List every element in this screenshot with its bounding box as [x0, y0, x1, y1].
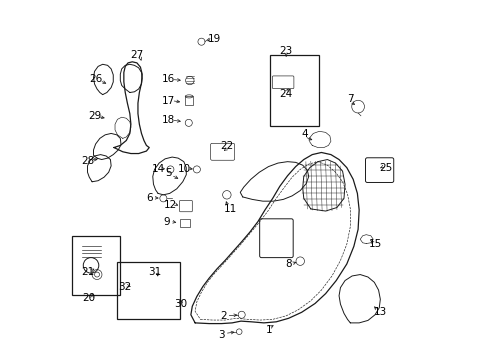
Text: 3: 3 [218, 329, 224, 339]
Text: 12: 12 [163, 200, 177, 210]
Bar [185, 96, 193, 105]
Bar [269, 55, 318, 126]
Text: 26: 26 [89, 75, 103, 85]
Text: 5: 5 [165, 168, 172, 178]
Text: 32: 32 [118, 282, 131, 292]
Text: 1: 1 [265, 325, 272, 335]
Text: 15: 15 [367, 239, 381, 248]
Text: 13: 13 [373, 307, 386, 317]
Text: 20: 20 [82, 293, 96, 303]
Text: 11: 11 [224, 204, 237, 214]
Text: 6: 6 [145, 193, 152, 203]
Text: 9: 9 [163, 217, 170, 227]
Text: 30: 30 [174, 299, 187, 309]
Bar [72, 237, 120, 294]
Text: 4: 4 [301, 129, 307, 139]
Text: 23: 23 [279, 46, 292, 56]
Text: 27: 27 [130, 50, 143, 60]
Text: 2: 2 [220, 311, 226, 321]
Text: 29: 29 [88, 112, 101, 121]
Text: 14: 14 [151, 165, 164, 174]
Text: 10: 10 [178, 165, 191, 174]
Text: 31: 31 [147, 267, 161, 277]
Text: 8: 8 [285, 259, 291, 269]
Text: 28: 28 [81, 156, 94, 166]
Text: 19: 19 [207, 34, 221, 44]
Text: 7: 7 [346, 94, 353, 104]
Text: 24: 24 [279, 89, 292, 99]
Text: 25: 25 [378, 163, 391, 173]
Text: 22: 22 [220, 141, 233, 152]
Bar [180, 219, 190, 226]
Text: 16: 16 [162, 75, 175, 85]
Text: 18: 18 [162, 115, 175, 125]
Bar [117, 262, 180, 319]
Text: 17: 17 [162, 96, 175, 105]
Text: 21: 21 [81, 267, 94, 277]
